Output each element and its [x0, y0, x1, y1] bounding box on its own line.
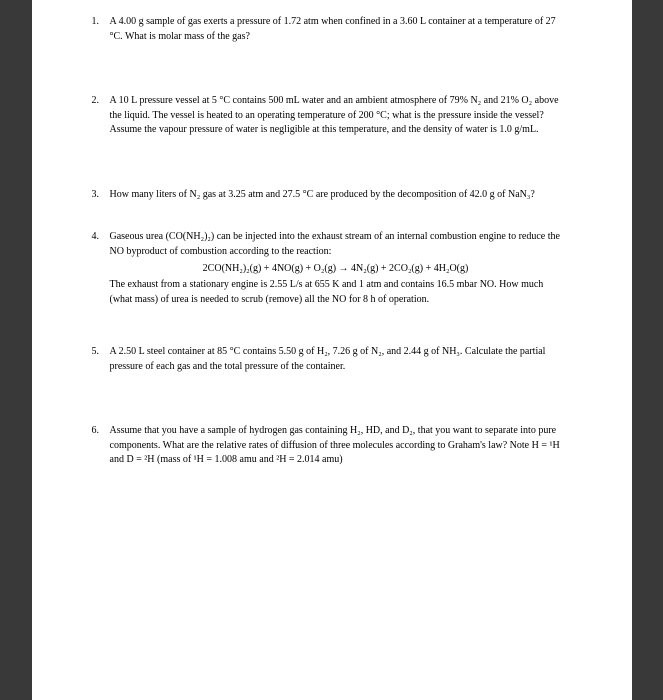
problem-1: 1. A 4.00 g sample of gas exerts a press… — [92, 15, 562, 44]
problem-2: 2. A 10 L pressure vessel at 5 °C contai… — [92, 94, 562, 138]
problem-text: 1. A 4.00 g sample of gas exerts a press… — [92, 15, 562, 44]
problem-text: 4. Gaseous urea (CO(NH₂)₂) can be inject… — [92, 230, 562, 259]
problem-body: A 2.50 L steel container at 85 °C contai… — [110, 345, 562, 374]
problem-text: 3. How many liters of N₂ gas at 3.25 atm… — [92, 188, 562, 203]
problem-number: 1. — [92, 15, 110, 44]
problem-5: 5. A 2.50 L steel container at 85 °C con… — [92, 345, 562, 374]
problem-number: 5. — [92, 345, 110, 374]
problem-number: 6. — [92, 424, 110, 468]
problem-number: 3. — [92, 188, 110, 203]
problem-body: Gaseous urea (CO(NH₂)₂) can be injected … — [110, 230, 562, 259]
problem-text: 2. A 10 L pressure vessel at 5 °C contai… — [92, 94, 562, 138]
problem-6: 6. Assume that you have a sample of hydr… — [92, 424, 562, 468]
problem-3: 3. How many liters of N₂ gas at 3.25 atm… — [92, 188, 562, 203]
problem-body: A 10 L pressure vessel at 5 °C contains … — [110, 94, 562, 138]
problem-number: 2. — [92, 94, 110, 138]
document-page: 1. A 4.00 g sample of gas exerts a press… — [32, 0, 632, 700]
problem-text: 5. A 2.50 L steel container at 85 °C con… — [92, 345, 562, 374]
problem-continuation: The exhaust from a stationary engine is … — [92, 278, 562, 307]
problem-body: How many liters of N₂ gas at 3.25 atm an… — [110, 188, 562, 203]
problem-number: 4. — [92, 230, 110, 259]
problem-4: 4. Gaseous urea (CO(NH₂)₂) can be inject… — [92, 230, 562, 307]
problem-body: A 4.00 g sample of gas exerts a pressure… — [110, 15, 562, 44]
problem-equation: 2CO(NH₂)₂(g) + 4NO(g) + O₂(g) → 4N₂(g) +… — [92, 263, 562, 274]
problem-text: 6. Assume that you have a sample of hydr… — [92, 424, 562, 468]
problem-body: Assume that you have a sample of hydroge… — [110, 424, 562, 468]
